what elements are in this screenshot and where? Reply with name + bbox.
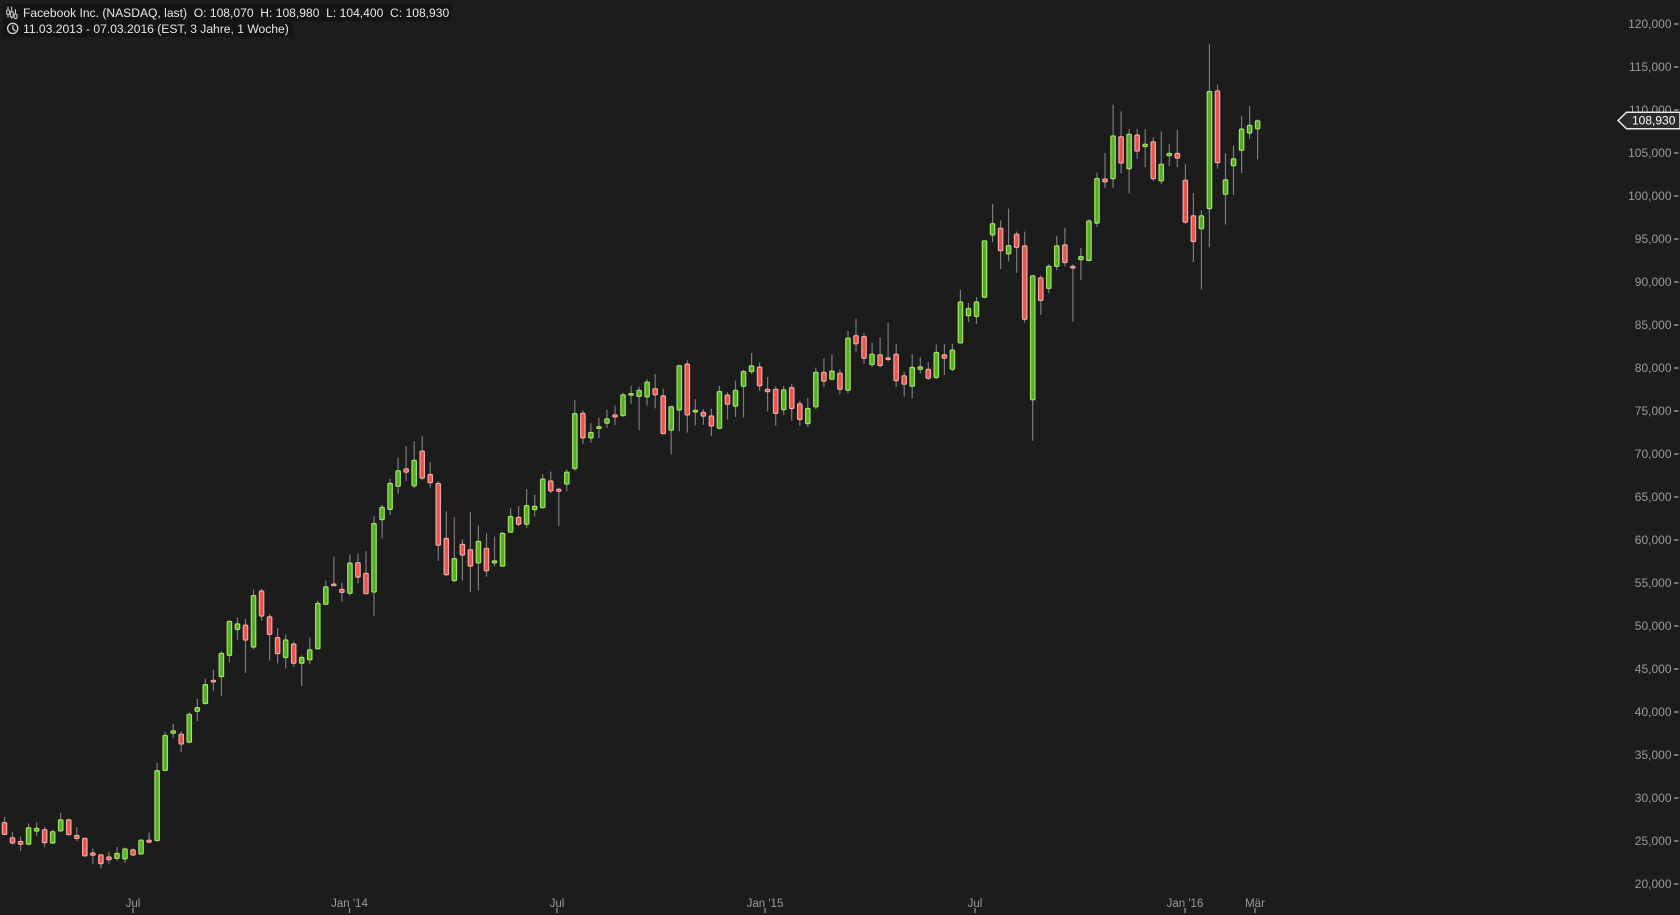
svg-text:90,000: 90,000 — [1635, 275, 1672, 289]
svg-text:Mär: Mär — [1245, 898, 1265, 910]
svg-text:Jan '15: Jan '15 — [747, 898, 784, 910]
svg-text:115,000: 115,000 — [1629, 60, 1672, 74]
svg-text:25,000: 25,000 — [1635, 834, 1672, 848]
svg-text:45,000: 45,000 — [1635, 662, 1672, 676]
svg-text:11.03.2013 - 07.03.2016 (EST,: 11.03.2013 - 07.03.2016 (EST, 3 Jahre, 1… — [23, 22, 289, 36]
svg-text:Jul: Jul — [126, 898, 141, 910]
svg-text:75,000: 75,000 — [1635, 404, 1672, 418]
svg-text:120,000: 120,000 — [1628, 17, 1672, 31]
svg-text:Jul: Jul — [550, 898, 565, 910]
svg-text:105,000: 105,000 — [1628, 146, 1672, 160]
svg-text:Facebook Inc. (NASDAQ, last): Facebook Inc. (NASDAQ, last) O: 108,070 … — [23, 6, 449, 20]
svg-text:Jul: Jul — [968, 898, 983, 910]
svg-text:Jan '16: Jan '16 — [1167, 898, 1204, 910]
svg-text:20,000: 20,000 — [1635, 877, 1672, 891]
svg-text:Jan '14: Jan '14 — [331, 898, 368, 910]
svg-text:60,000: 60,000 — [1635, 533, 1672, 547]
svg-text:70,000: 70,000 — [1635, 447, 1672, 461]
svg-text:35,000: 35,000 — [1635, 748, 1672, 762]
svg-text:95,000: 95,000 — [1635, 232, 1672, 246]
svg-text:30,000: 30,000 — [1635, 791, 1672, 805]
svg-text:65,000: 65,000 — [1635, 490, 1672, 504]
svg-text:80,000: 80,000 — [1635, 361, 1672, 375]
svg-text:40,000: 40,000 — [1635, 705, 1672, 719]
svg-text:50,000: 50,000 — [1635, 619, 1672, 633]
svg-text:108,930: 108,930 — [1632, 114, 1676, 128]
svg-text:85,000: 85,000 — [1635, 318, 1672, 332]
svg-text:100,000: 100,000 — [1628, 189, 1672, 203]
svg-text:55,000: 55,000 — [1635, 576, 1672, 590]
